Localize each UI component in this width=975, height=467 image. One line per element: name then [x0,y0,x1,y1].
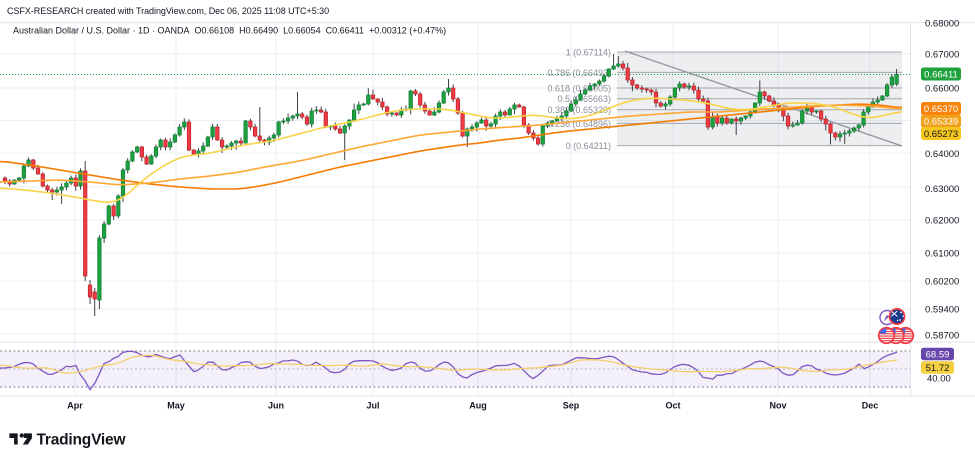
svg-text:0.65370: 0.65370 [924,104,958,115]
svg-text:May: May [167,400,185,410]
svg-text:0.65339: 0.65339 [924,117,958,128]
svg-text:0.65273: 0.65273 [924,129,958,140]
svg-text:0.618 (0.66005): 0.618 (0.66005) [547,84,611,94]
svg-text:0.61000: 0.61000 [925,249,959,260]
svg-text:0.60200: 0.60200 [925,277,959,288]
svg-text:0.68000: 0.68000 [925,19,959,30]
svg-text:Oct: Oct [665,400,680,410]
svg-text:68.59: 68.59 [926,349,950,360]
svg-text:0.382 (0.65320): 0.382 (0.65320) [547,105,611,115]
svg-text:0.59400: 0.59400 [925,305,959,316]
svg-text:0.5 (0.65663): 0.5 (0.65663) [557,94,611,104]
svg-text:0.786 (0.66493): 0.786 (0.66493) [547,68,611,78]
svg-text:TradingView: TradingView [37,432,127,449]
svg-text:CSFX-RESEARCH created with Tra: CSFX-RESEARCH created with TradingView.c… [7,6,329,16]
svg-text:Jun: Jun [268,400,284,410]
svg-text:0.236 (0.64896): 0.236 (0.64896) [547,119,611,129]
svg-text:51.72: 51.72 [926,363,950,374]
svg-text:0.66000: 0.66000 [925,84,959,95]
svg-text:40.00: 40.00 [927,373,951,384]
svg-text:1 (0.67114): 1 (0.67114) [566,48,611,58]
svg-text:0.63000: 0.63000 [925,184,959,195]
svg-text:0.62000: 0.62000 [925,216,959,227]
svg-text:0.66411: 0.66411 [924,69,958,80]
svg-text:Aug: Aug [469,400,487,410]
svg-text:Australian Dollar / U.S. Dolla: Australian Dollar / U.S. Dollar · 1D · O… [13,26,446,36]
svg-text:Jul: Jul [366,400,379,410]
svg-text:Sep: Sep [563,400,580,410]
svg-text:Apr: Apr [67,400,83,410]
svg-text:0.64000: 0.64000 [925,149,959,160]
svg-text:Nov: Nov [769,400,786,410]
svg-text:0.67000: 0.67000 [925,50,959,61]
svg-text:Dec: Dec [862,400,879,410]
svg-text:0.58700: 0.58700 [925,331,959,342]
svg-text:0 (0.64211): 0 (0.64211) [566,141,611,151]
